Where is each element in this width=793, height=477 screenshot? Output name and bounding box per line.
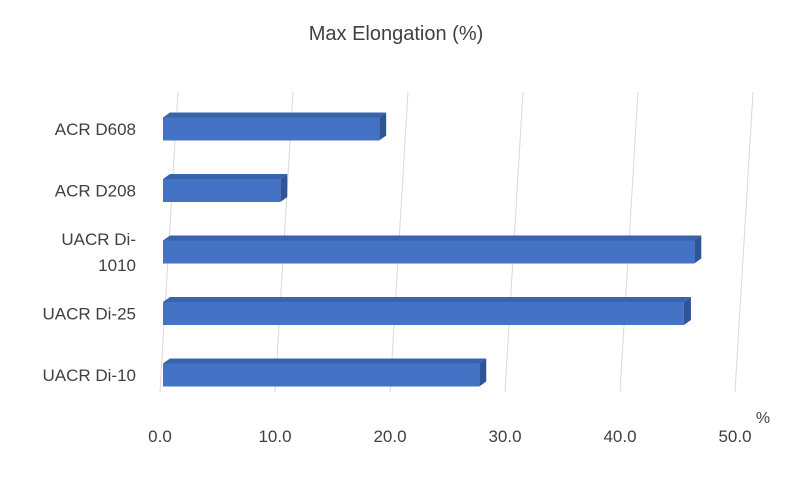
x-tick-label: 20.0 <box>373 427 406 446</box>
x-tick-label: 30.0 <box>488 427 521 446</box>
bars-group <box>163 112 702 387</box>
x-tick-labels-group: 0.0 10.0 20.0 30.0 40.0 50.0 <box>148 427 751 446</box>
bar-side-face <box>694 235 702 264</box>
category-label: ACR D208 <box>55 182 136 201</box>
bar-front-face <box>163 179 281 202</box>
bar-front-face <box>163 240 695 264</box>
bar-side-face <box>683 297 691 325</box>
bar-top-face <box>163 358 487 364</box>
bar <box>163 112 387 141</box>
bar-front-face <box>163 363 480 387</box>
x-gridline <box>734 91 754 393</box>
x-tick-label: 0.0 <box>148 427 172 446</box>
x-axis-unit-label: % <box>756 410 770 427</box>
bar <box>163 358 487 387</box>
x-tick-label: 40.0 <box>603 427 636 446</box>
category-label: UACR Di-10 <box>42 366 136 385</box>
bar-top-face <box>163 297 691 302</box>
bar-side-face <box>379 112 387 141</box>
chart-title: Max Elongation (%) <box>309 23 484 45</box>
category-labels-group: ACR D608 ACR D208 UACR Di-1010 UACR Di-25 UA… <box>42 120 136 385</box>
x-tick-label: 10.0 <box>258 427 291 446</box>
bar-top-face <box>163 174 288 179</box>
bar-front-face <box>163 302 684 325</box>
bar-top-face <box>163 112 387 118</box>
category-label: UACR Di-1010 <box>61 230 136 275</box>
bar-front-face <box>163 117 380 141</box>
category-label: ACR D608 <box>55 120 136 139</box>
category-label: UACR Di-25 <box>42 305 136 324</box>
bar <box>163 174 288 202</box>
x-tick-label: 50.0 <box>718 427 751 446</box>
bar <box>163 235 702 264</box>
bar-side-face <box>479 358 487 387</box>
bar <box>163 297 691 325</box>
bar-top-face <box>163 235 702 241</box>
bar-side-face <box>280 174 288 202</box>
